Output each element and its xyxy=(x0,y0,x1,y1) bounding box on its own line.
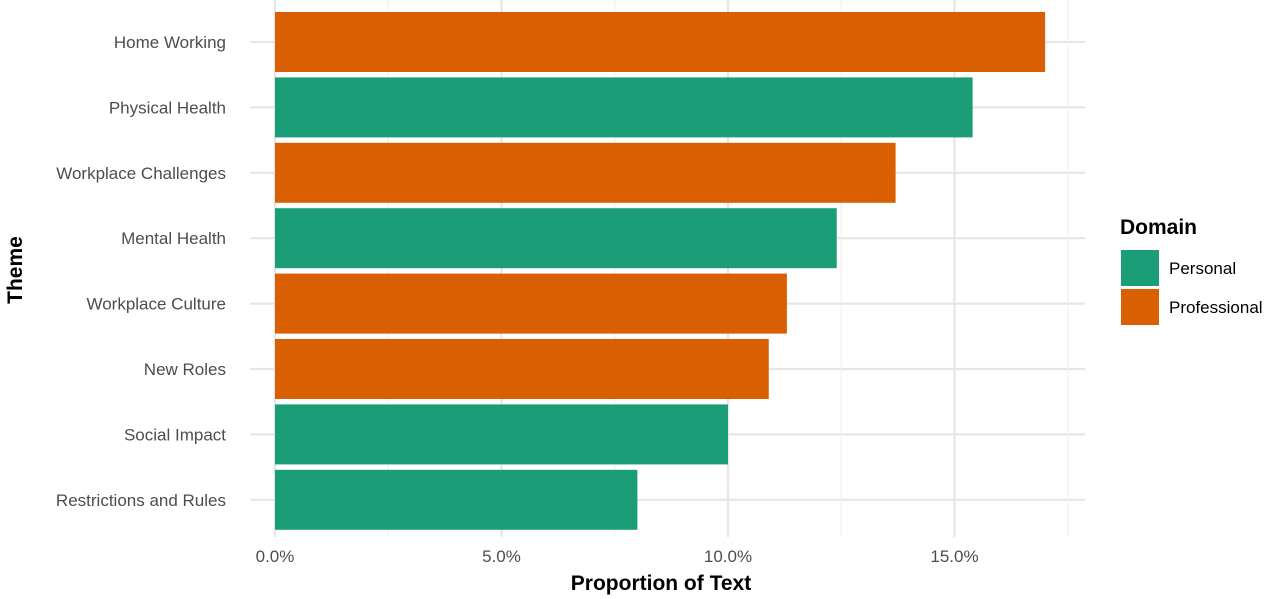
y-tick-labels: Home Working Physical Health Workplace Cha… xyxy=(56,33,226,510)
y-tick-label: Mental Health xyxy=(121,229,226,248)
y-tick-label: Workplace Challenges xyxy=(56,164,226,183)
legend-swatch-professional xyxy=(1121,289,1159,325)
x-tick-label: 15.0% xyxy=(930,547,978,566)
bars-group xyxy=(275,12,1046,530)
bar-workplace-culture xyxy=(275,273,787,334)
bar-home-working xyxy=(275,12,1046,72)
x-axis-title: Proportion of Text xyxy=(571,572,751,595)
y-axis-title: Theme xyxy=(4,236,27,304)
bar-social-impact xyxy=(275,404,728,465)
legend-label-personal: Personal xyxy=(1169,259,1236,278)
x-tick-label: 10.0% xyxy=(704,547,752,566)
bar-physical-health xyxy=(275,77,973,138)
y-tick-label: Workplace Culture xyxy=(86,295,226,314)
legend-swatch-personal xyxy=(1121,250,1159,286)
legend-label-professional: Professional xyxy=(1169,298,1263,317)
x-tick-label: 5.0% xyxy=(482,547,521,566)
legend: Domain Personal Professional xyxy=(1120,216,1263,325)
bar-mental-health xyxy=(275,208,837,269)
y-tick-label: New Roles xyxy=(144,360,226,379)
x-tick-labels: 0.0% 5.0% 10.0% 15.0% xyxy=(256,547,979,566)
y-tick-label: Social Impact xyxy=(124,425,226,444)
y-tick-label: Physical Health xyxy=(109,98,226,117)
legend-title: Domain xyxy=(1120,216,1197,239)
bar-workplace-challenges xyxy=(275,142,896,203)
y-tick-label: Restrictions and Rules xyxy=(56,491,226,510)
bar-restrictions-and-rules xyxy=(275,469,638,530)
x-tick-label: 0.0% xyxy=(256,547,295,566)
bar-new-roles xyxy=(275,339,769,399)
y-tick-label: Home Working xyxy=(114,33,226,52)
